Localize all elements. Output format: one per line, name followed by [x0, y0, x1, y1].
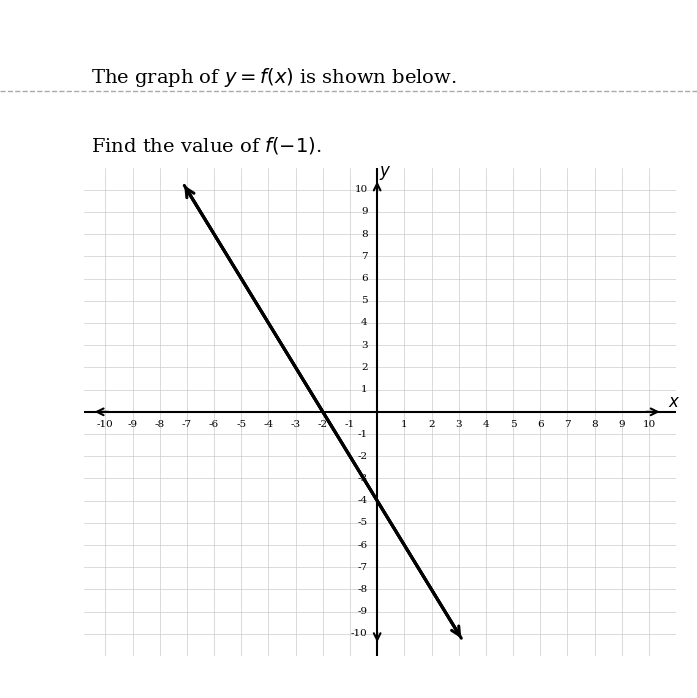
Text: -1: -1: [358, 429, 367, 438]
Text: -2: -2: [318, 419, 328, 429]
Text: 3: 3: [455, 419, 462, 429]
Text: 3: 3: [361, 341, 367, 350]
Text: 5: 5: [361, 296, 367, 305]
Text: 2: 2: [361, 363, 367, 372]
Text: 4: 4: [482, 419, 489, 429]
Text: -9: -9: [358, 607, 367, 616]
Text: 9: 9: [361, 207, 367, 216]
Text: 7: 7: [564, 419, 571, 429]
Text: -7: -7: [182, 419, 192, 429]
Text: 10: 10: [643, 419, 656, 429]
Text: -4: -4: [263, 419, 273, 429]
Text: -5: -5: [358, 519, 367, 528]
Text: 10: 10: [354, 185, 367, 194]
Text: -10: -10: [97, 419, 114, 429]
Text: -4: -4: [358, 496, 367, 505]
Text: 7: 7: [361, 252, 367, 261]
Text: -2: -2: [358, 452, 367, 461]
Text: -6: -6: [358, 540, 367, 549]
Text: -10: -10: [351, 630, 367, 639]
Text: Find the value of $f(-1)$.: Find the value of $f(-1)$.: [91, 135, 321, 156]
Text: -8: -8: [358, 585, 367, 594]
Text: The graph of $y = f(x)$ is shown below.: The graph of $y = f(x)$ is shown below.: [91, 66, 457, 89]
Text: 8: 8: [591, 419, 598, 429]
Text: $x$: $x$: [668, 394, 680, 411]
Text: 2: 2: [428, 419, 435, 429]
Text: -8: -8: [155, 419, 164, 429]
Text: $y$: $y$: [379, 165, 392, 182]
Text: 1: 1: [401, 419, 408, 429]
Text: 9: 9: [618, 419, 625, 429]
Text: 8: 8: [361, 230, 367, 239]
Text: -3: -3: [291, 419, 300, 429]
Text: -9: -9: [128, 419, 137, 429]
Text: -1: -1: [345, 419, 355, 429]
Text: 4: 4: [361, 318, 367, 327]
Text: -3: -3: [358, 474, 367, 483]
Text: 6: 6: [537, 419, 544, 429]
Text: 1: 1: [361, 385, 367, 394]
Text: -7: -7: [358, 563, 367, 572]
Text: 5: 5: [510, 419, 516, 429]
Text: 6: 6: [361, 274, 367, 283]
Text: -6: -6: [209, 419, 219, 429]
Text: -5: -5: [236, 419, 246, 429]
